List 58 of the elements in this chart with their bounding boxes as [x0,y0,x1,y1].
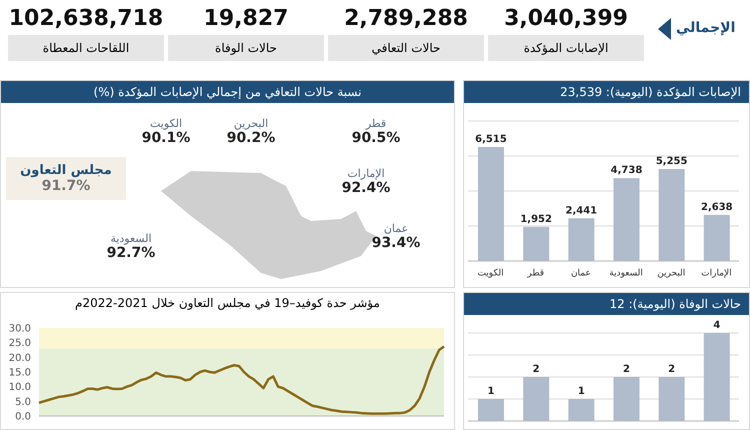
bar [658,169,685,261]
bar [478,146,504,261]
data-label: 2 [532,364,540,375]
chart-title: مؤشر حدة كوفيد–19 في مجلس التعاون خلال 2021-2022م [74,295,381,310]
text: 19,827 [204,6,288,31]
category-label: الإصابات المؤكدة [488,35,644,61]
text: 92.7% [106,245,156,261]
category-label: الكويت [148,117,184,130]
data-label: 2 [668,364,676,375]
chart-title: حالات الوفاة (اليومية): 12 [464,293,749,315]
data-label: 2,638 [701,202,733,213]
y-tick-label: 10.0 [8,382,31,394]
y-tick-label: 20.0 [8,352,31,364]
category-label: قطر [364,117,388,130]
y-tick-label: 5.0 [15,396,31,408]
x-tick-label: البحرين [657,268,686,278]
text: الإجمالي [676,20,736,36]
category-label: السعودية [109,232,153,245]
x-tick-label: السعودية [609,268,643,278]
category-label: حالات التعافي [328,35,484,61]
text: 93.4% [372,235,420,251]
y-tick-label: 0.0 [15,412,31,423]
data-label: 2,441 [566,205,598,216]
y-tick-label: 30.0 [8,324,31,335]
category-label: اللقاحات المعطاة [8,35,164,61]
bar [614,178,640,261]
category-label: عمان [382,222,410,235]
y-tick-label: 25.0 [8,338,31,350]
category-label: البحرين [232,117,270,130]
text: 102,638,718 [8,6,164,31]
text: نسبة حالات التعافي من إجمالي الإصابات المؤكدة (%) [1,81,454,103]
data-label: 2 [623,364,630,375]
bar [568,218,594,261]
text: 3,040,399 [504,6,628,31]
text: 90.1% [142,130,190,146]
x-tick-label: الإمارات [701,268,732,278]
category-label: الإمارات [346,167,386,180]
data-label: 4 [713,320,720,331]
y-tick-label: 15.0 [8,368,31,379]
data-label: 1,952 [520,214,552,225]
x-tick-label: قطر [526,268,544,278]
bar [523,226,550,261]
text: 90.2% [226,130,276,146]
text: 91.7% [42,178,90,194]
data-label: 1 [578,386,585,397]
data-label: 6,515 [475,134,507,145]
data-label: 4,738 [610,165,642,176]
bar [704,214,730,261]
category-label: مجلس التعاون [19,163,113,178]
text: 92.4% [342,180,390,196]
data-label: 5,255 [656,156,688,168]
x-tick-label: عمان [570,268,591,278]
data-label: 1 [488,386,495,397]
text: 90.5% [352,130,400,146]
chart-title: الإصابات المؤكدة (اليومية): 23,539 [464,81,749,103]
x-tick-label: الكويت [477,268,504,278]
category-label: حالات الوفاة [168,35,324,61]
text: 2,789,288 [344,6,468,31]
